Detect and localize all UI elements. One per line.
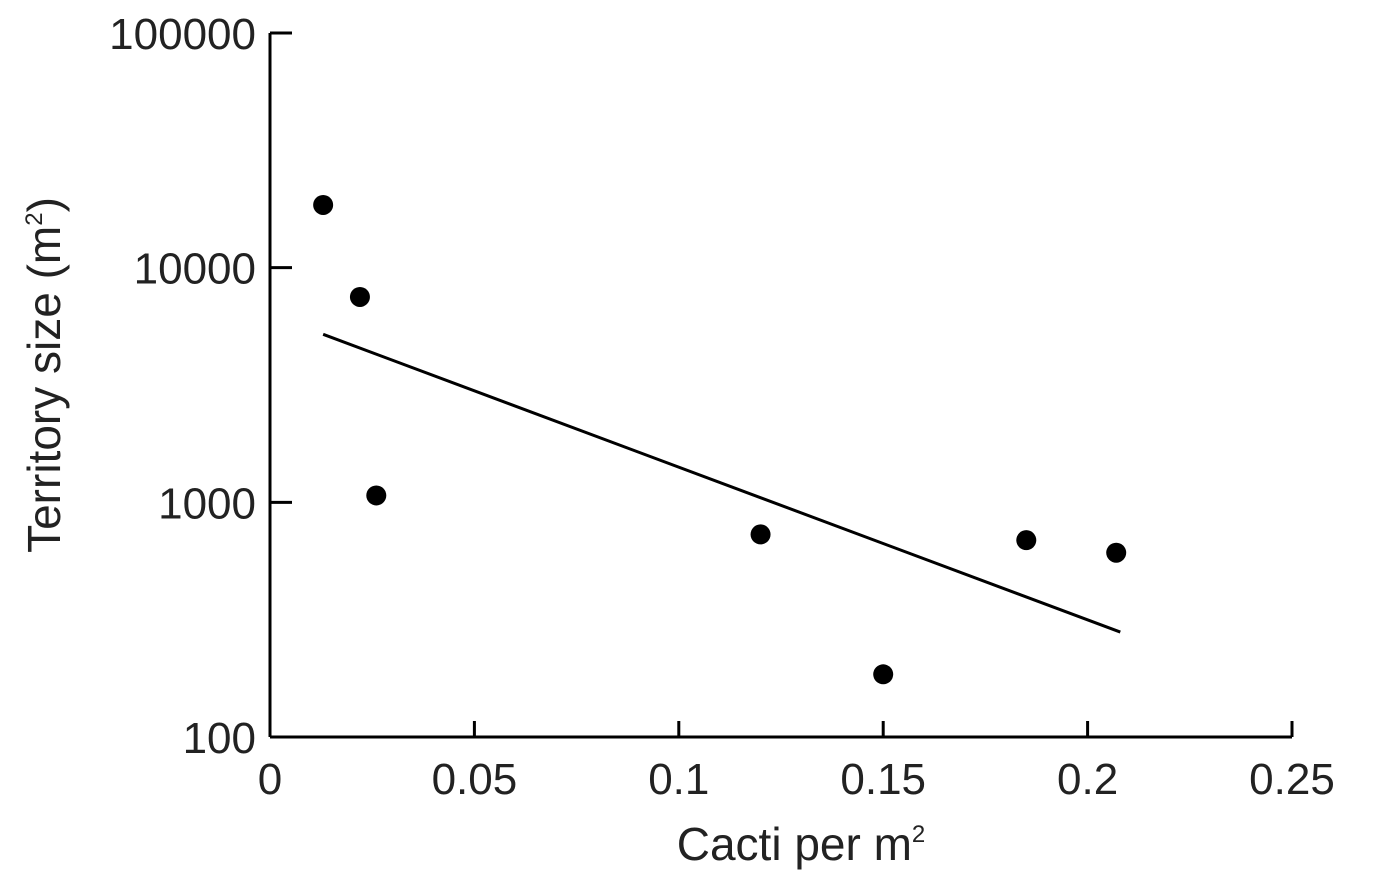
trend-line [322,332,1121,634]
y-axis-title-suffix: ) [18,197,70,212]
trend-group [322,332,1121,634]
x-tick-label: 0.2 [1057,755,1118,804]
x-tick-label: 0.1 [648,755,709,804]
x-tick-label: 0.25 [1249,755,1335,804]
data-point [1106,542,1127,563]
x-ticks: 0 0.05 0.1 0.15 0.2 0.25 [258,721,1335,804]
y-axis-title-text: Territory size (m [18,226,70,553]
y-ticks: 100 1000 10000 100000 [109,10,292,763]
y-tick-label: 10000 [134,245,256,294]
data-point [1016,530,1037,551]
x-axis-title-superscript: 2 [912,821,925,848]
y-tick-label: 1000 [158,479,256,528]
x-axis-title-text: Cacti per m [677,818,912,870]
data-point [366,485,387,506]
axes [268,33,1292,739]
x-tick-label: 0.05 [432,755,518,804]
data-point [750,524,771,545]
data-point [349,286,370,307]
x-tick-label: 0.15 [840,755,926,804]
y-axis-title-superscript: 2 [21,212,48,225]
data-point [313,194,334,215]
y-tick-label: 100 [183,714,256,763]
data-point [873,664,894,685]
x-axis-title: Cacti per m2 [677,818,926,870]
data-points [313,194,1127,685]
y-axis-title: Territory size (m2) [18,197,70,553]
y-tick-label: 100000 [109,10,256,59]
x-tick-label: 0 [258,755,282,804]
